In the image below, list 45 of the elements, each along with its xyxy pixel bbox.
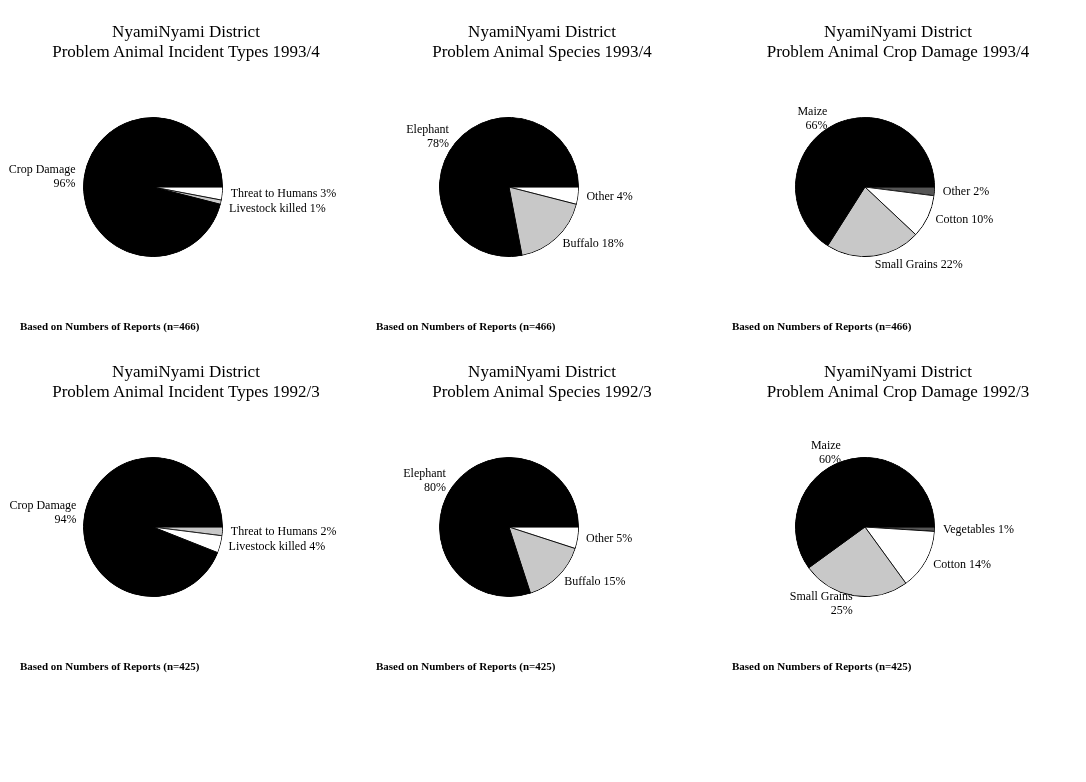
chart-subtitle: Problem Animal Incident Types 1992/3: [51, 382, 321, 402]
slice-label: Cotton 14%: [933, 556, 992, 571]
chart-subtitle: Problem Animal Species 1993/4: [431, 42, 653, 62]
slice-label: Other 5%: [586, 531, 633, 546]
chart-subtitle: Problem Animal Crop Damage 1992/3: [765, 382, 1031, 402]
slice-label: Maize: [810, 437, 841, 452]
slice-label: Elephant: [406, 122, 450, 137]
chart-subtitle: Problem Animal Crop Damage 1993/4: [765, 42, 1031, 62]
chart-title: NyamiNyami District: [467, 22, 617, 42]
data-label: 80%: [423, 480, 446, 495]
slice-label: Elephant: [403, 466, 447, 481]
data-label: 94%: [54, 511, 77, 526]
text: Based on Numbers of Reports (n=466): [19, 320, 201, 332]
data-label: 78%: [426, 136, 449, 151]
slice-label: Other 2%: [942, 184, 990, 199]
slice-label: Crop Damage: [9, 497, 77, 512]
data-label: 60%: [818, 451, 841, 466]
slice-label: Buffalo 15%: [564, 574, 626, 589]
chart-subtitle: Problem Animal Incident Types 1993/4: [51, 42, 321, 62]
slice-label: Other 4%: [586, 188, 633, 203]
slice-label: Threat to Humans 3%: [230, 186, 337, 201]
chart-title: NyamiNyami District: [111, 22, 261, 42]
text: Based on Numbers of Reports (n=466): [375, 320, 557, 332]
chart-title: NyamiNyami District: [823, 22, 973, 42]
slice-label: Small Grains: [789, 589, 854, 604]
slice-label: Livestock killed 1%: [229, 201, 326, 216]
text: Based on Numbers of Reports (n=425): [375, 660, 557, 672]
chart-title: NyamiNyami District: [111, 362, 261, 382]
slice-label: Livestock killed 4%: [228, 539, 326, 554]
data-label: 25%: [830, 603, 853, 618]
slice-label: Maize: [797, 103, 828, 118]
text: Based on Numbers of Reports (n=466): [731, 320, 913, 332]
slice-label: Vegetables 1%: [942, 521, 1014, 536]
text: Based on Numbers of Reports (n=425): [731, 660, 913, 672]
slice-label: Small Grains 22%: [874, 256, 963, 271]
chart-subtitle: Problem Animal Species 1992/3: [431, 382, 653, 402]
slice-label: Crop Damage: [8, 162, 76, 177]
data-label: 96%: [53, 176, 76, 191]
chart-title: NyamiNyami District: [467, 362, 617, 382]
chart-title: NyamiNyami District: [823, 362, 973, 382]
text: Based on Numbers of Reports (n=425): [19, 660, 201, 672]
slice-label: Buffalo 18%: [562, 236, 624, 251]
slice-label: Cotton 10%: [935, 212, 994, 227]
slice-label: Threat to Humans 2%: [230, 524, 337, 539]
data-label: 66%: [805, 117, 828, 132]
